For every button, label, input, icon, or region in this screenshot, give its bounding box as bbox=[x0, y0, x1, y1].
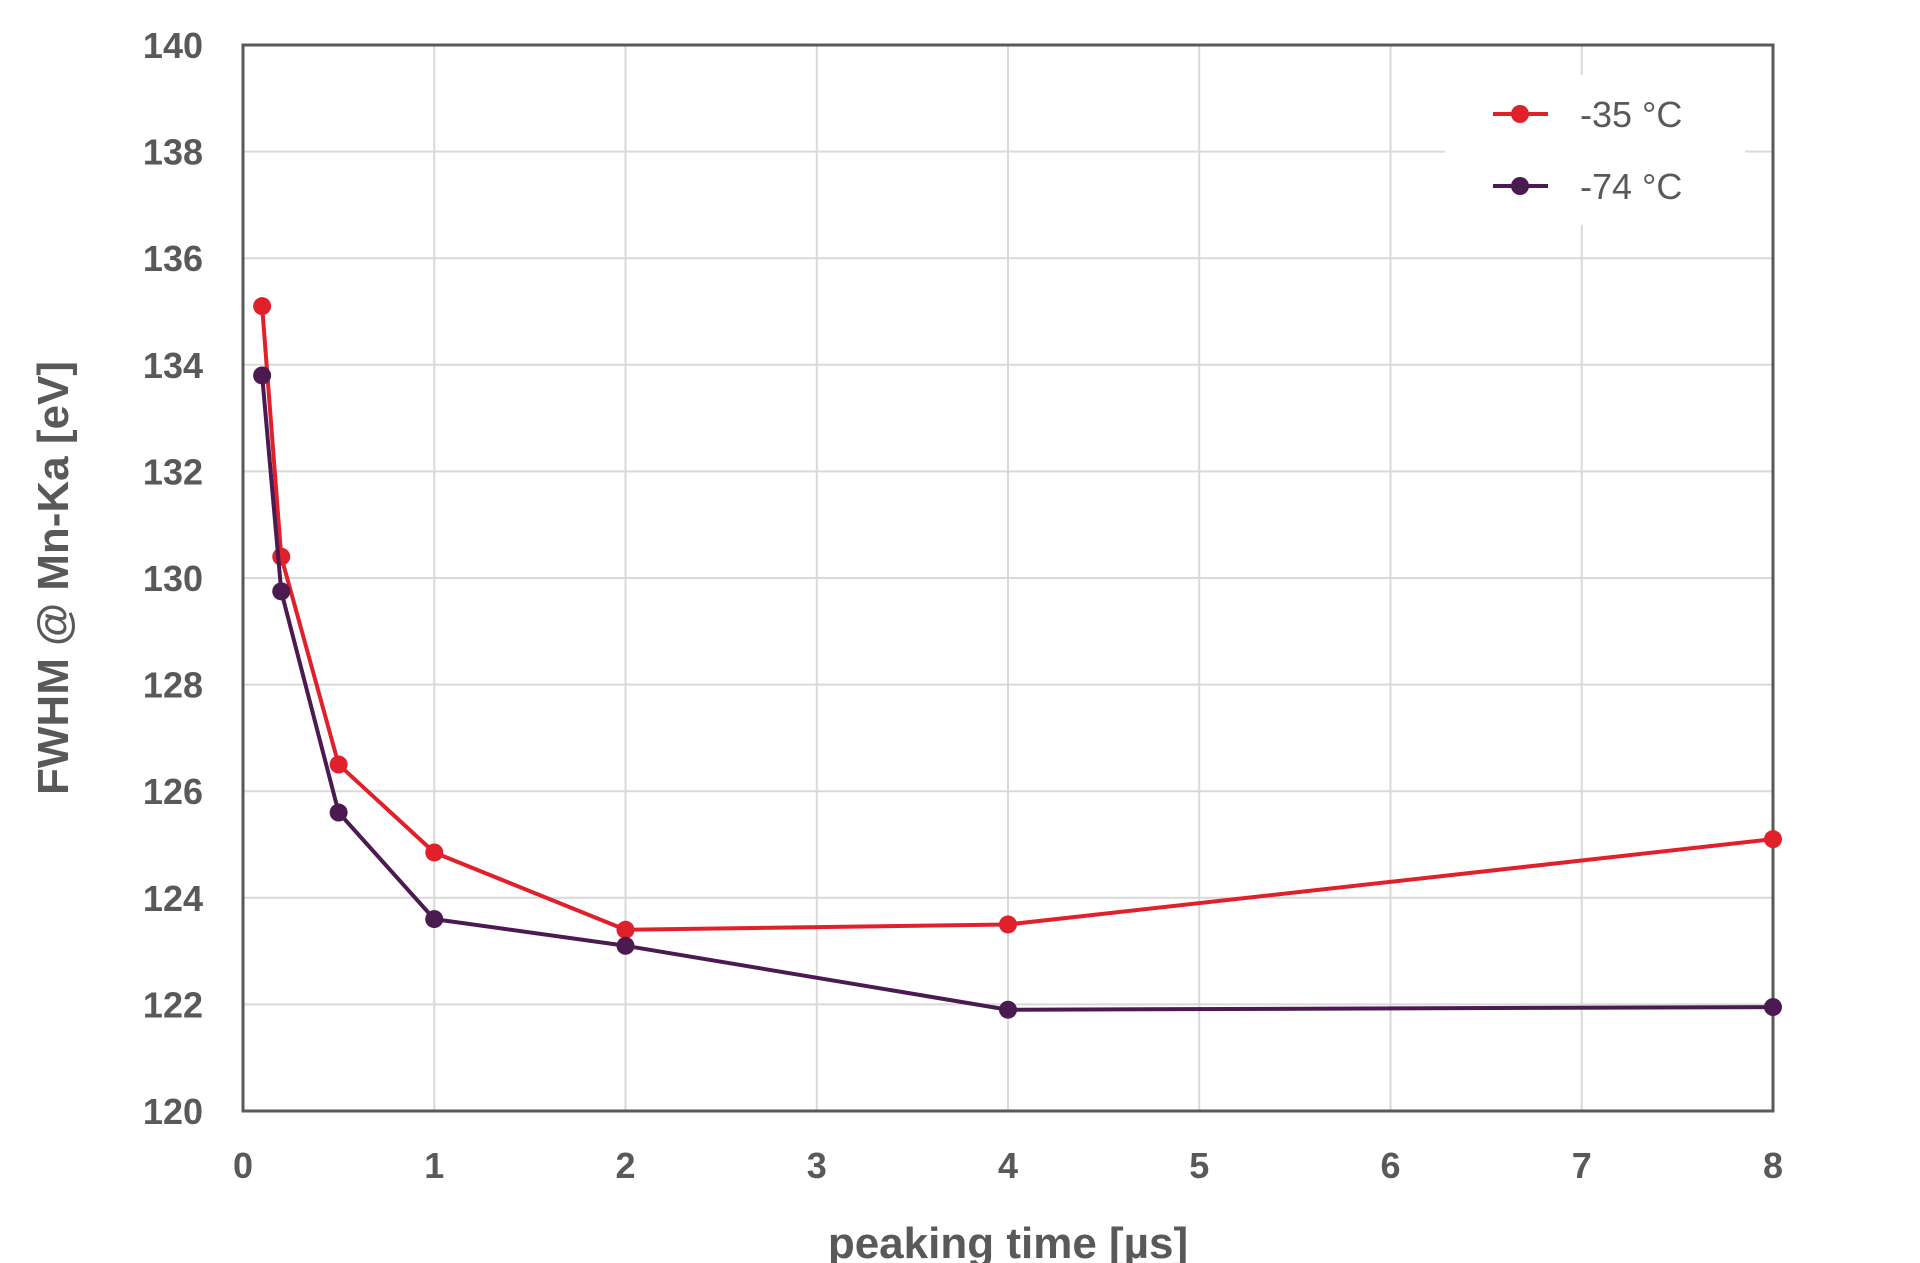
data-point bbox=[272, 582, 291, 601]
data-point bbox=[329, 755, 348, 774]
series-1 bbox=[253, 297, 1782, 939]
x-tick-label: 5 bbox=[1189, 1145, 1209, 1186]
y-tick-label: 138 bbox=[143, 132, 203, 173]
x-tick-label: 7 bbox=[1572, 1145, 1592, 1186]
data-point bbox=[616, 936, 635, 955]
data-point bbox=[1764, 830, 1782, 849]
y-tick-label: 126 bbox=[143, 771, 203, 812]
data-point bbox=[425, 910, 444, 929]
data-point bbox=[253, 297, 272, 316]
legend-marker bbox=[1511, 105, 1529, 123]
data-point bbox=[253, 366, 272, 385]
x-tick-label: 8 bbox=[1763, 1145, 1783, 1186]
y-tick-label: 122 bbox=[143, 984, 203, 1025]
series-line bbox=[260, 306, 1774, 932]
legend-item: -35 °C bbox=[1493, 94, 1682, 135]
data-point bbox=[616, 920, 635, 939]
y-tick-label: 124 bbox=[143, 878, 203, 919]
legend-item: -74 °C bbox=[1493, 166, 1682, 207]
data-point bbox=[999, 915, 1017, 934]
y-tick-label: 130 bbox=[143, 558, 203, 599]
data-point bbox=[272, 547, 291, 566]
series-2 bbox=[253, 366, 1782, 1019]
legend: -35 °C -74 °C bbox=[1445, 75, 1745, 225]
x-tick-label: 1 bbox=[424, 1145, 444, 1186]
legend-label: -35 °C bbox=[1580, 94, 1682, 135]
legend-marker bbox=[1511, 177, 1529, 195]
x-tick-label: 0 bbox=[233, 1145, 253, 1186]
legend-label: -74 °C bbox=[1580, 166, 1682, 207]
y-axis-tick-labels: 120 122 124 126 128 130 132 134 136 138 140 bbox=[143, 25, 203, 1132]
y-tick-label: 136 bbox=[143, 238, 203, 279]
y-axis-title: FWHM @ Mn-Ka [eV] bbox=[29, 361, 78, 795]
data-point bbox=[425, 843, 444, 862]
y-tick-label: 128 bbox=[143, 665, 203, 706]
plot-area-border bbox=[241, 43, 1775, 1113]
y-tick-label: 120 bbox=[143, 1091, 203, 1132]
y-tick-label: 134 bbox=[143, 345, 203, 386]
data-point bbox=[329, 803, 348, 822]
x-tick-label: 4 bbox=[998, 1145, 1018, 1186]
data-point bbox=[999, 1000, 1017, 1019]
y-tick-label: 140 bbox=[143, 25, 203, 66]
data-series bbox=[253, 297, 1782, 1019]
x-tick-label: 2 bbox=[615, 1145, 635, 1186]
x-tick-label: 3 bbox=[807, 1145, 827, 1186]
data-point bbox=[1764, 998, 1782, 1017]
y-tick-label: 132 bbox=[143, 451, 203, 492]
x-tick-label: 6 bbox=[1380, 1145, 1400, 1186]
x-axis-tick-labels: 0 1 2 3 4 5 6 7 8 bbox=[233, 1145, 1783, 1186]
x-axis-title: peaking time [µs] bbox=[828, 1219, 1188, 1263]
legend-background bbox=[1445, 75, 1745, 225]
